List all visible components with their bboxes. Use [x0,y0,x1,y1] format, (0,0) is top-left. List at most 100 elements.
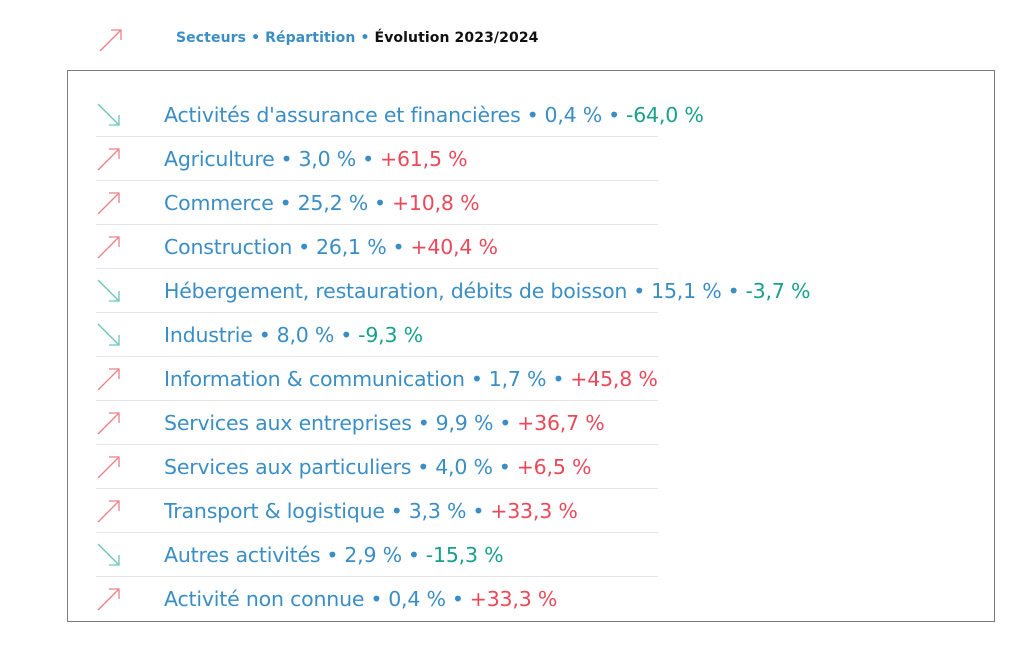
trend-up-arrow-icon [96,586,122,612]
separator-dot: • [608,103,620,127]
sector-share: 0,4 % [544,103,603,127]
sector-change: +45,8 % [570,367,658,391]
sector-share: 8,0 % [276,323,335,347]
row-divider [96,312,658,313]
trend-up-arrow-icon [96,234,122,260]
sector-share: 26,1 % [316,235,387,259]
sector-row: Activité non connue • 0,4 % • +33,3 % [96,577,976,621]
sector-list: Activités d'assurance et financières • 0,4… [96,93,976,621]
trend-down-arrow-icon [96,278,122,304]
sector-row: Transport & logistique • 3,3 % • +33,3 % [96,489,976,533]
separator-dot: • [280,147,293,171]
separator-dot: • [417,455,430,479]
sector-row-text: Construction • 26,1 % • +40,4 % [164,235,498,259]
trend-down-arrow-icon [96,322,122,348]
separator-dot: • [258,323,271,347]
sector-change: +36,7 % [517,411,605,435]
sector-name: Information & communication [164,367,465,391]
sector-share: 4,0 % [435,455,493,479]
sector-row-text: Hébergement, restauration, débits de boi… [164,279,810,303]
separator-dot: • [472,499,485,523]
row-divider [96,356,658,357]
sector-change: -9,3 % [358,323,423,347]
separator-dot: • [298,235,311,259]
row-divider [96,180,658,181]
sector-change: +61,5 % [379,147,468,171]
sector-row: Industrie • 8,0 % • -9,3 % [96,313,976,357]
trend-up-arrow-icon [96,190,122,216]
row-divider [96,224,658,225]
row-divider [96,268,658,269]
separator-dot: • [526,103,539,127]
separator-dot: • [417,411,430,435]
sector-row: Hébergement, restauration, débits de boi… [96,269,976,313]
trend-up-arrow-icon [96,366,122,392]
separator-dot: • [279,191,292,215]
row-divider [96,532,658,533]
sector-name: Services aux particuliers [164,455,412,479]
breadcrumb-separator: • [251,30,261,46]
breadcrumb-separator: • [360,30,370,46]
trend-down-arrow-icon [96,102,122,128]
trend-down-arrow-icon [96,542,122,568]
breadcrumb-item-evolution: Évolution 2023/2024 [374,30,539,46]
sector-name: Activité non connue [164,587,365,611]
sector-row: Commerce • 25,2 % • +10,8 % [96,181,976,225]
sector-change: +33,3 % [469,587,558,611]
sector-name: Commerce [164,191,274,215]
sector-change: -64,0 % [626,103,704,127]
row-divider [96,444,658,445]
sector-row-text: Commerce • 25,2 % • +10,8 % [164,191,480,215]
sector-row-text: Activité non connue • 0,4 % • +33,3 % [164,587,557,611]
sector-row-text: Activités d'assurance et financières • 0,4… [164,103,704,127]
sector-share: 0,4 % [388,587,446,611]
sector-change: +33,3 % [490,499,578,523]
separator-dot: • [362,147,374,171]
separator-dot: • [326,543,339,567]
sector-row-text: Services aux entreprises • 9,9 % • +36,7 % [164,411,605,435]
row-divider [96,136,658,137]
sector-name: Agriculture [164,147,275,171]
sector-share: 9,9 % [435,411,494,435]
separator-dot: • [633,279,646,303]
separator-dot: • [390,499,403,523]
sector-row: Autres activités • 2,9 % • -15,3 % [96,533,976,577]
breadcrumb-item-secteurs[interactable]: Secteurs [176,30,247,46]
row-divider [96,488,658,489]
breadcrumb: Secteurs • Répartition • Évolution 2023/2024 [176,30,539,46]
sector-name: Transport & logistique [164,499,385,523]
sector-share: 1,7 % [488,367,547,391]
sector-evolution-card: Activités d'assurance et financières • 0,4… [67,70,995,622]
sector-share: 2,9 % [344,543,402,567]
trend-up-arrow-icon [96,454,122,480]
separator-dot: • [498,455,511,479]
sector-row-text: Industrie • 8,0 % • -9,3 % [164,323,423,347]
sector-change: -15,3 % [425,543,504,567]
sector-name: Construction [164,235,293,259]
separator-dot: • [340,323,353,347]
sector-change: +40,4 % [410,235,498,259]
sector-name: Industrie [164,323,253,347]
row-divider [96,400,658,401]
sector-row: Services aux particuliers • 4,0 % • +6,5 % [96,445,976,489]
trend-up-arrow-icon [96,498,122,524]
separator-dot: • [451,587,464,611]
sector-name: Services aux entreprises [164,411,412,435]
breadcrumb-item-repartition[interactable]: Répartition [265,30,356,46]
sector-change: +6,5 % [516,455,592,479]
sector-change: +10,8 % [391,191,480,215]
separator-dot: • [370,587,383,611]
sector-row: Services aux entreprises • 9,9 % • +36,7 % [96,401,976,445]
sector-share: 3,3 % [408,499,467,523]
separator-dot: • [727,279,740,303]
sector-share: 3,0 % [298,147,357,171]
sector-row: Construction • 26,1 % • +40,4 % [96,225,976,269]
separator-dot: • [470,367,483,391]
separator-dot: • [407,543,420,567]
trend-up-arrow-icon [98,27,124,53]
sector-name: Activités d'assurance et financières [164,103,521,127]
trend-up-arrow-icon [96,146,122,172]
trend-up-arrow-icon [96,410,122,436]
sector-row-text: Transport & logistique • 3,3 % • +33,3 % [164,499,578,523]
